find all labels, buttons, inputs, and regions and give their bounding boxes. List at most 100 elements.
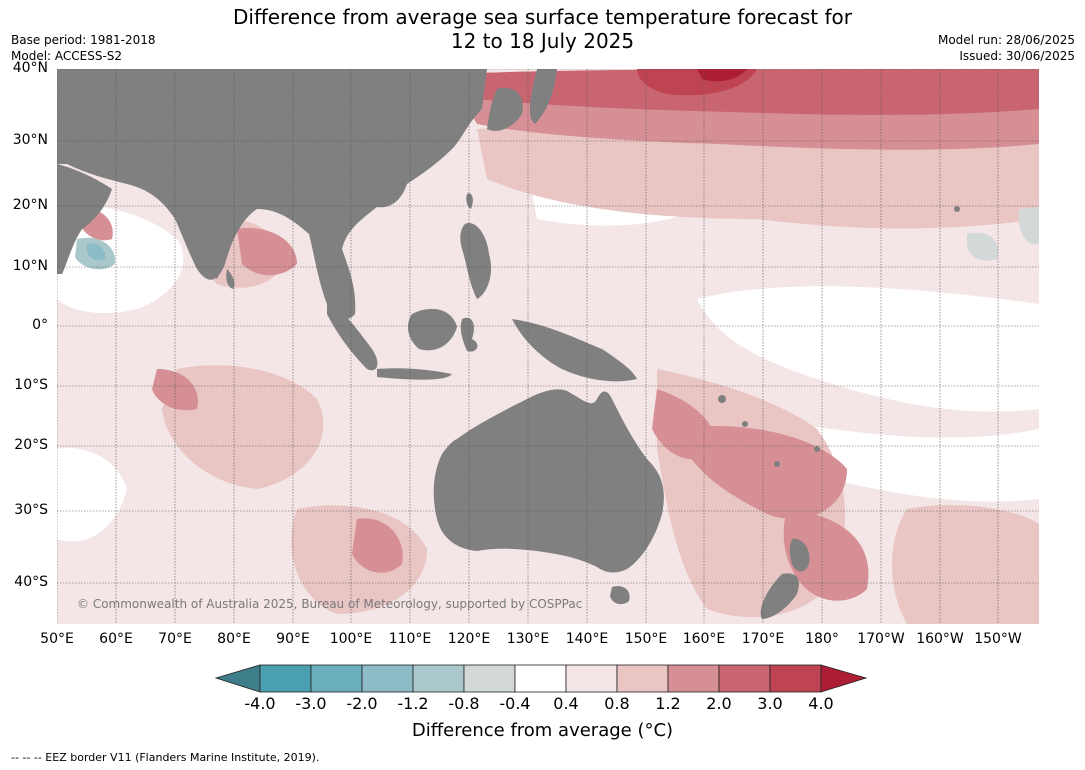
anomaly-warm-low <box>892 504 1039 624</box>
anomaly-warm-mid <box>677 425 847 519</box>
colorbar-segment <box>565 664 618 693</box>
colorbar-tick-label: 0.8 <box>604 694 630 713</box>
colorbar-segment <box>616 664 669 693</box>
anomaly-warm-low <box>477 126 1039 229</box>
longitude-label: 150°W <box>974 631 1022 647</box>
colorbar-tick-label: -0.8 <box>448 694 480 713</box>
anomaly-warm-low <box>162 365 324 489</box>
longitude-label: 120°E <box>447 631 491 647</box>
land-philippines <box>460 223 492 299</box>
colorbar-tick-label: 0.4 <box>553 694 579 713</box>
latitude-label: 0° <box>32 317 48 333</box>
latitude-label: 40°S <box>14 574 48 590</box>
longitude-label: 160°W <box>916 631 964 647</box>
colorbar-segment <box>412 664 465 693</box>
land-australia <box>433 389 664 573</box>
land-arabia <box>57 164 112 274</box>
colorbar-tick-label: -1.2 <box>397 694 429 713</box>
map-svg <box>57 69 1039 624</box>
colorbar-segment <box>259 664 312 693</box>
anomaly-cool <box>1018 207 1039 245</box>
latitude-label: 20°S <box>14 437 48 453</box>
colorbar-segment <box>514 664 567 693</box>
title-line-1: Difference from average sea surface temp… <box>232 5 852 29</box>
longitude-label: 70°E <box>158 631 192 647</box>
land-new-guinea <box>512 319 637 382</box>
colorbar-tick-label: -0.4 <box>499 694 531 713</box>
sst-anomaly-map: © Commonwealth of Australia 2025, Bureau… <box>57 69 1039 624</box>
colorbar <box>215 664 868 693</box>
longitude-label: 140°E <box>565 631 609 647</box>
anomaly-neutral <box>757 419 1039 502</box>
anomaly-warm-extreme <box>697 69 747 82</box>
longitude-label: 110°E <box>388 631 432 647</box>
colorbar-segment <box>310 664 363 693</box>
colorbar-tick-label: 3.0 <box>757 694 783 713</box>
land-new-zealand-south <box>760 573 799 619</box>
longitude-label: 130°E <box>506 631 550 647</box>
anomaly-neutral <box>57 448 127 542</box>
land-sri-lanka <box>226 269 235 289</box>
colorbar-segment <box>463 664 516 693</box>
land-japan <box>529 69 557 124</box>
colorbar-segment <box>667 664 720 693</box>
land-java <box>377 368 452 380</box>
eez-footer-note: -- -- -- EEZ border V11 (Flanders Marine… <box>11 751 320 764</box>
land-india <box>196 189 232 279</box>
land-tasmania <box>610 586 630 605</box>
land-taiwan <box>466 193 473 209</box>
model-run: Model run: 28/06/2025 <box>937 33 1075 47</box>
colorbar-tick-label: -3.0 <box>295 694 327 713</box>
longitude-label: 170°W <box>857 631 905 647</box>
longitude-label: 160°E <box>682 631 726 647</box>
land-island <box>742 421 748 427</box>
anomaly-warm-mid <box>152 369 198 411</box>
longitude-label: 100°E <box>329 631 373 647</box>
latitude-label: 10°N <box>12 258 48 274</box>
colorbar-extend-high <box>820 664 868 693</box>
latitude-label: 30°N <box>12 132 48 148</box>
anomaly-warm-high <box>457 69 1039 115</box>
colorbar-segment <box>361 664 414 693</box>
model-name: Model: ACCESS-S2 <box>11 49 123 63</box>
title-line-2: 12 to 18 July 2025 <box>450 29 635 53</box>
land-island <box>814 446 820 452</box>
longitude-label: 60°E <box>99 631 133 647</box>
colorbar-tick-label: 2.0 <box>706 694 732 713</box>
longitude-label: 80°E <box>217 631 251 647</box>
longitude-label: 180° <box>805 631 839 647</box>
latitude-label: 30°S <box>14 502 48 518</box>
longitude-label: 170°E <box>741 631 785 647</box>
anomaly-cool <box>87 243 106 261</box>
map-gridlines <box>57 69 1039 624</box>
latitude-label: 10°S <box>14 377 48 393</box>
anomaly-warm-mid <box>783 509 869 601</box>
land-island <box>774 461 780 467</box>
copyright-notice: © Commonwealth of Australia 2025, Bureau… <box>77 597 583 611</box>
base-period: Base period: 1981-2018 <box>11 33 156 47</box>
colorbar-tick-label: -2.0 <box>346 694 378 713</box>
anomaly-cool <box>967 232 998 261</box>
colorbar-label: Difference from average (°C) <box>411 720 674 741</box>
colorbar-segment <box>718 664 771 693</box>
land-borneo <box>407 308 457 351</box>
land-korea-japan <box>487 87 523 131</box>
colorbar-tick-label: -4.0 <box>244 694 276 713</box>
land-island <box>954 206 960 212</box>
land-asia <box>57 69 487 320</box>
land-sumatra <box>327 299 378 371</box>
latitude-label: 40°N <box>12 60 48 76</box>
land-sulawesi <box>460 317 478 352</box>
issued-date: Issued: 30/06/2025 <box>959 49 1075 63</box>
anomaly-warm-mid <box>237 228 297 276</box>
longitude-label: 50°E <box>40 631 74 647</box>
latitude-label: 20°N <box>12 197 48 213</box>
land-new-zealand-north <box>789 538 810 572</box>
longitude-label: 90°E <box>276 631 310 647</box>
anomaly-neutral <box>697 286 1039 412</box>
colorbar-extend-low <box>215 664 261 693</box>
colorbar-tick-label: 4.0 <box>808 694 834 713</box>
anomaly-warm-mid <box>352 518 403 573</box>
colorbar-tick-label: 1.2 <box>655 694 681 713</box>
longitude-label: 150°E <box>624 631 668 647</box>
